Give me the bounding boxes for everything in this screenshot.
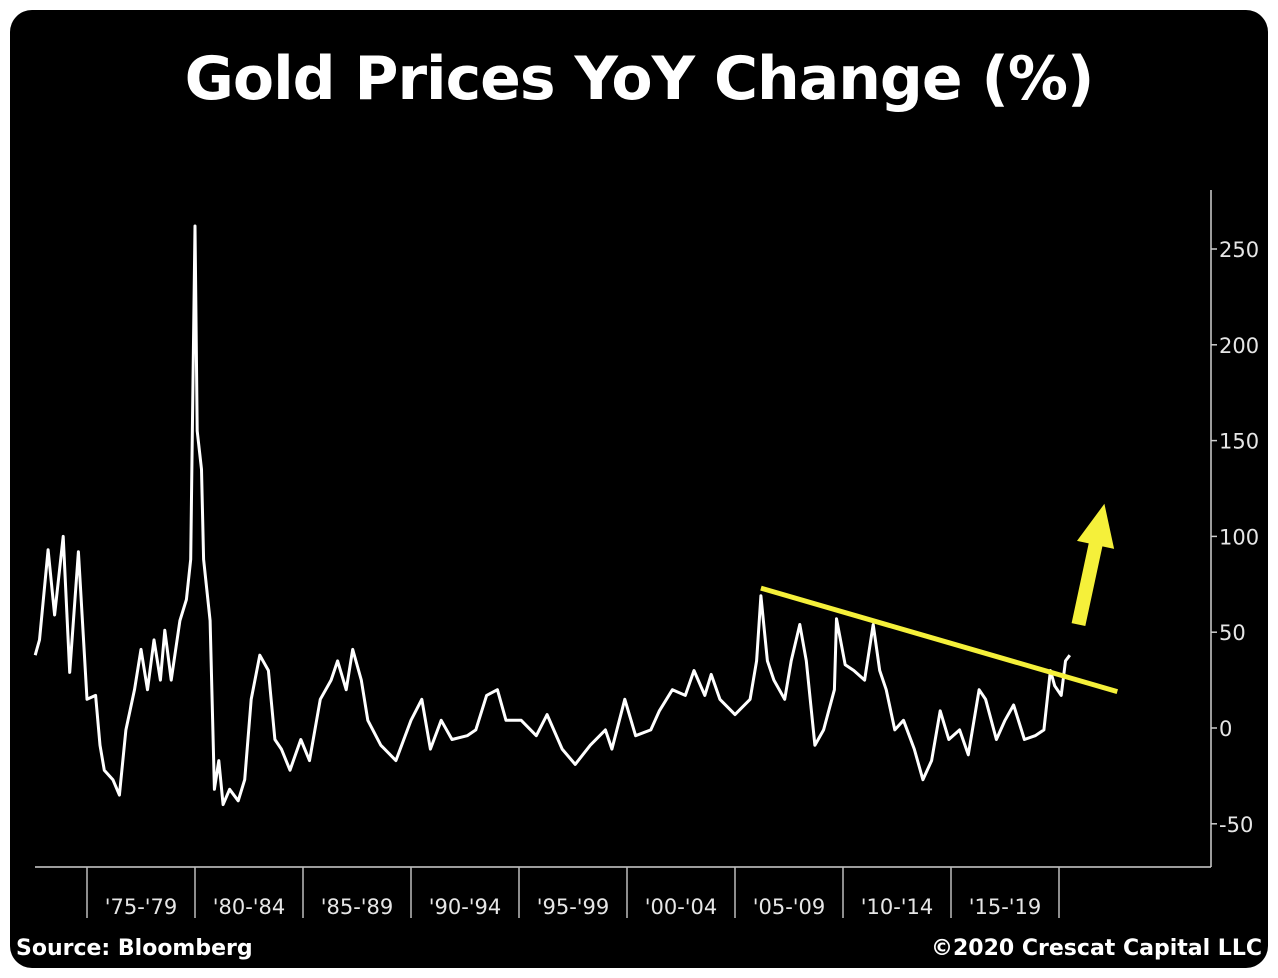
y-tick-label: 50 xyxy=(1219,621,1246,645)
x-category-label: '15-'19 xyxy=(969,895,1042,919)
y-tick-label: 100 xyxy=(1219,525,1259,549)
y-tick-label: 150 xyxy=(1219,430,1259,454)
gold-yoy-series-line xyxy=(33,224,1071,807)
y-tick-label: 0 xyxy=(1219,717,1232,741)
x-category-label: '80-'84 xyxy=(213,895,286,919)
resistance-trendline xyxy=(760,585,1119,694)
chart-card xyxy=(10,10,1268,968)
x-category-label: '95-'99 xyxy=(537,895,610,919)
source-note: Source: Bloomberg xyxy=(16,936,253,961)
copyright-note: ©2020 Crescat Capital LLC xyxy=(931,936,1262,961)
x-category-label: '75-'79 xyxy=(105,895,178,919)
y-tick-label: 200 xyxy=(1219,334,1259,358)
x-category-label: '10-'14 xyxy=(861,895,934,919)
breakout-arrow-icon xyxy=(1071,503,1115,626)
x-category-label: '05-'09 xyxy=(753,895,826,919)
y-tick-label: 250 xyxy=(1219,238,1259,262)
chart-title: Gold Prices YoY Change (%) xyxy=(184,44,1095,114)
x-category-label: '85-'89 xyxy=(321,895,394,919)
x-category-label: '00-'04 xyxy=(645,895,718,919)
x-category-label: '90-'94 xyxy=(429,895,502,919)
y-tick-label: -50 xyxy=(1219,813,1253,837)
